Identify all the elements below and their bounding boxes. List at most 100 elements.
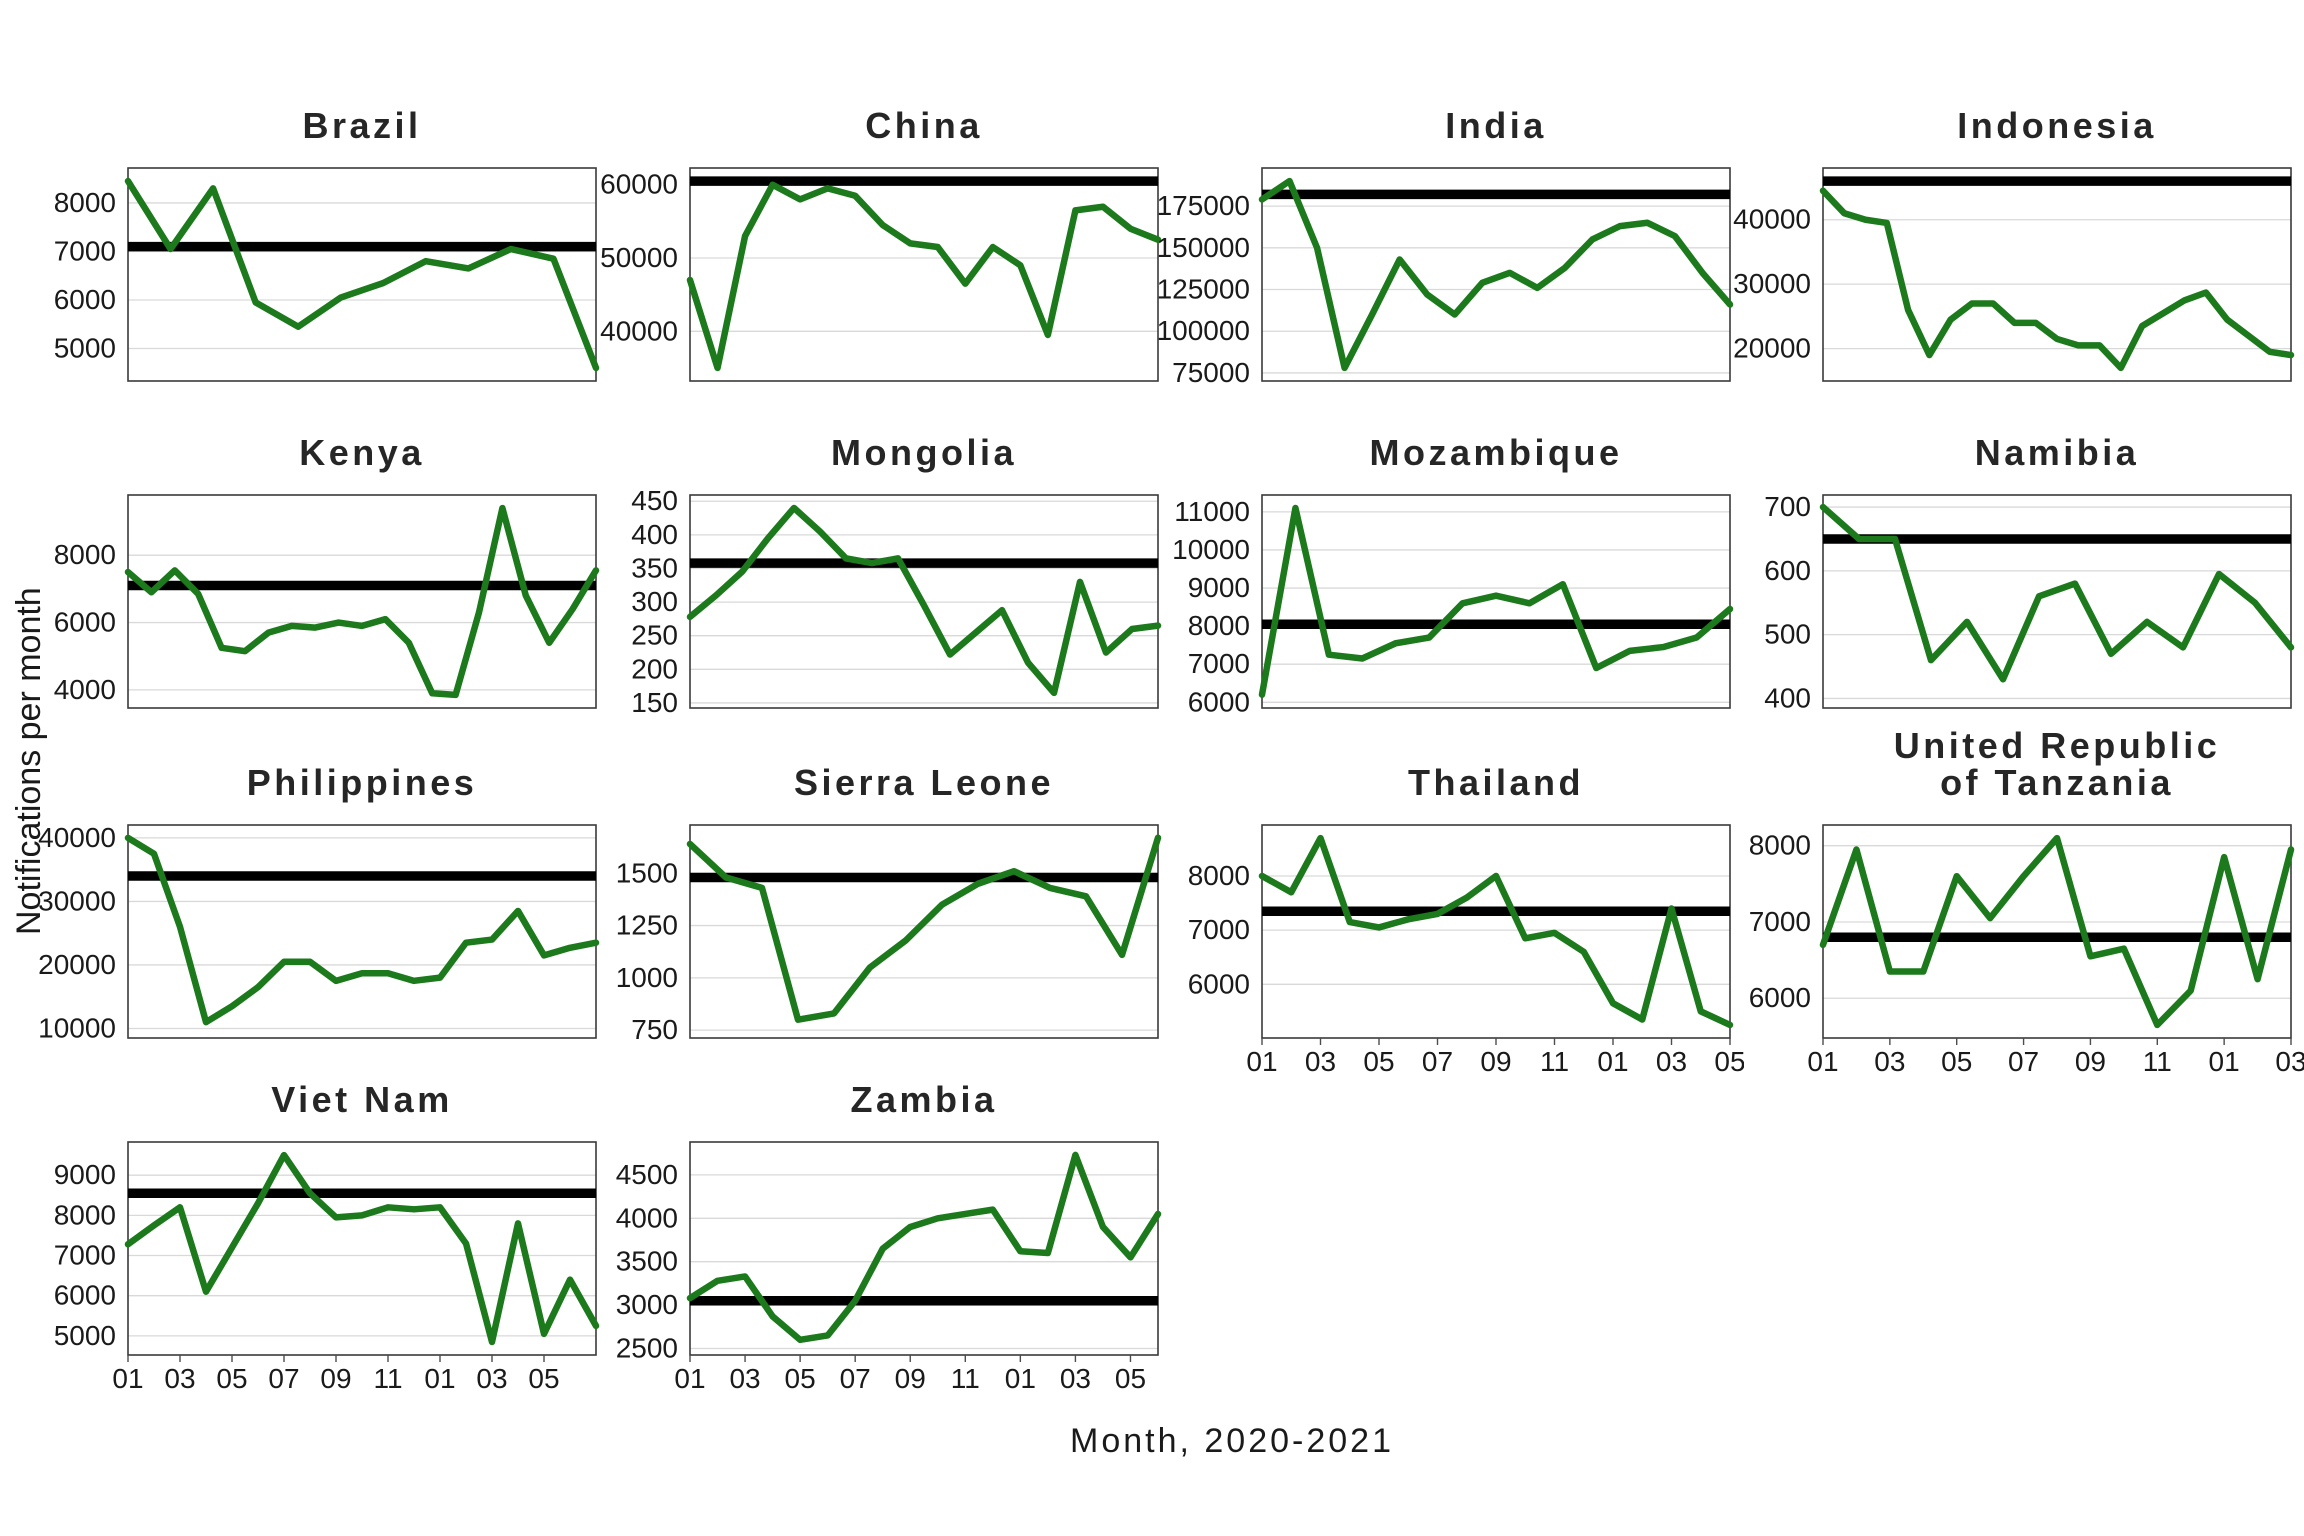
svg-text:6000: 6000 (54, 607, 116, 638)
svg-text:75000: 75000 (1172, 357, 1250, 388)
svg-text:8000: 8000 (54, 187, 116, 218)
svg-text:03: 03 (2275, 1046, 2304, 1072)
svg-text:3500: 3500 (616, 1246, 678, 1277)
svg-text:6000: 6000 (1749, 982, 1811, 1013)
svg-text:600: 600 (1764, 555, 1811, 586)
svg-text:Mozambique: Mozambique (1369, 432, 1622, 473)
svg-text:10000: 10000 (1172, 534, 1250, 565)
svg-text:03: 03 (1060, 1363, 1091, 1389)
svg-text:03: 03 (729, 1363, 760, 1389)
svg-text:05: 05 (216, 1363, 247, 1389)
svg-text:Brazil: Brazil (302, 105, 421, 146)
svg-text:60000: 60000 (600, 169, 678, 200)
svg-text:8000: 8000 (1749, 830, 1811, 861)
svg-text:7000: 7000 (1188, 914, 1250, 945)
svg-text:7000: 7000 (1188, 648, 1250, 679)
svg-text:40000: 40000 (38, 822, 116, 853)
svg-text:150: 150 (631, 687, 678, 716)
svg-text:3000: 3000 (616, 1289, 678, 1320)
svg-text:20000: 20000 (1733, 333, 1811, 364)
svg-text:Philippines: Philippines (247, 762, 478, 803)
svg-text:01: 01 (1246, 1046, 1277, 1072)
svg-text:6000: 6000 (54, 284, 116, 315)
svg-text:8000: 8000 (54, 539, 116, 570)
svg-text:India: India (1445, 105, 1547, 146)
svg-text:6000: 6000 (1188, 968, 1250, 999)
svg-text:8000: 8000 (1188, 610, 1250, 641)
svg-text:01: 01 (1005, 1363, 1036, 1389)
svg-text:450: 450 (631, 485, 678, 516)
svg-text:of Tanzania: of Tanzania (1940, 762, 2174, 803)
svg-text:09: 09 (895, 1363, 926, 1389)
svg-text:03: 03 (1656, 1046, 1687, 1072)
svg-text:03: 03 (1874, 1046, 1905, 1072)
svg-text:05: 05 (1941, 1046, 1972, 1072)
svg-text:400: 400 (1764, 682, 1811, 713)
svg-text:Sierra Leone: Sierra Leone (794, 762, 1054, 803)
svg-text:2500: 2500 (616, 1332, 678, 1363)
svg-text:6000: 6000 (1188, 686, 1250, 716)
svg-text:150000: 150000 (1157, 232, 1250, 263)
svg-text:Indonesia: Indonesia (1957, 105, 2157, 146)
svg-text:8000: 8000 (1188, 860, 1250, 891)
svg-text:500: 500 (1764, 619, 1811, 650)
svg-text:300: 300 (631, 586, 678, 617)
svg-text:1500: 1500 (616, 857, 678, 888)
svg-text:05: 05 (528, 1363, 559, 1389)
svg-text:400: 400 (631, 519, 678, 550)
svg-text:750: 750 (631, 1014, 678, 1045)
svg-text:5000: 5000 (54, 1320, 116, 1351)
svg-text:07: 07 (2008, 1046, 2039, 1072)
svg-text:700: 700 (1764, 491, 1811, 522)
svg-text:7000: 7000 (1749, 906, 1811, 937)
svg-text:07: 07 (1422, 1046, 1453, 1072)
svg-text:01: 01 (2209, 1046, 2240, 1072)
svg-text:10000: 10000 (38, 1012, 116, 1043)
svg-text:03: 03 (1305, 1046, 1336, 1072)
svg-text:05: 05 (1363, 1046, 1394, 1072)
svg-text:Thailand: Thailand (1408, 762, 1584, 803)
svg-text:07: 07 (840, 1363, 871, 1389)
svg-text:09: 09 (320, 1363, 351, 1389)
svg-text:30000: 30000 (38, 885, 116, 916)
svg-text:7000: 7000 (54, 1240, 116, 1271)
svg-text:40000: 40000 (1733, 204, 1811, 235)
svg-text:200: 200 (631, 653, 678, 684)
svg-text:11: 11 (1540, 1046, 1569, 1072)
svg-text:50000: 50000 (600, 242, 678, 273)
svg-text:11: 11 (373, 1363, 402, 1389)
svg-text:01: 01 (1597, 1046, 1628, 1072)
svg-text:1000: 1000 (616, 962, 678, 993)
svg-text:03: 03 (164, 1363, 195, 1389)
svg-text:1250: 1250 (616, 910, 678, 941)
svg-text:250: 250 (631, 620, 678, 651)
svg-text:Namibia: Namibia (1975, 432, 2140, 473)
svg-text:8000: 8000 (54, 1199, 116, 1230)
svg-text:30000: 30000 (1733, 268, 1811, 299)
svg-text:Zambia: Zambia (850, 1079, 997, 1120)
svg-text:01: 01 (112, 1363, 143, 1389)
svg-text:7000: 7000 (54, 235, 116, 266)
svg-text:9000: 9000 (1188, 572, 1250, 603)
svg-text:5000: 5000 (54, 333, 116, 364)
svg-text:100000: 100000 (1157, 315, 1250, 346)
svg-text:11000: 11000 (1174, 496, 1250, 527)
svg-text:01: 01 (674, 1363, 705, 1389)
svg-text:11: 11 (951, 1363, 980, 1389)
svg-text:07: 07 (268, 1363, 299, 1389)
svg-text:Viet Nam: Viet Nam (271, 1079, 452, 1120)
svg-text:20000: 20000 (38, 949, 116, 980)
svg-text:09: 09 (2075, 1046, 2106, 1072)
svg-text:Kenya: Kenya (299, 432, 425, 473)
svg-text:175000: 175000 (1157, 190, 1250, 221)
svg-text:4500: 4500 (616, 1159, 678, 1190)
svg-text:05: 05 (785, 1363, 816, 1389)
svg-text:01: 01 (424, 1363, 455, 1389)
svg-text:03: 03 (476, 1363, 507, 1389)
svg-text:Mongolia: Mongolia (831, 432, 1017, 473)
svg-text:40000: 40000 (600, 315, 678, 346)
svg-text:09: 09 (1480, 1046, 1511, 1072)
svg-text:9000: 9000 (54, 1159, 116, 1190)
svg-text:01: 01 (1807, 1046, 1838, 1072)
svg-text:11: 11 (2143, 1046, 2172, 1072)
